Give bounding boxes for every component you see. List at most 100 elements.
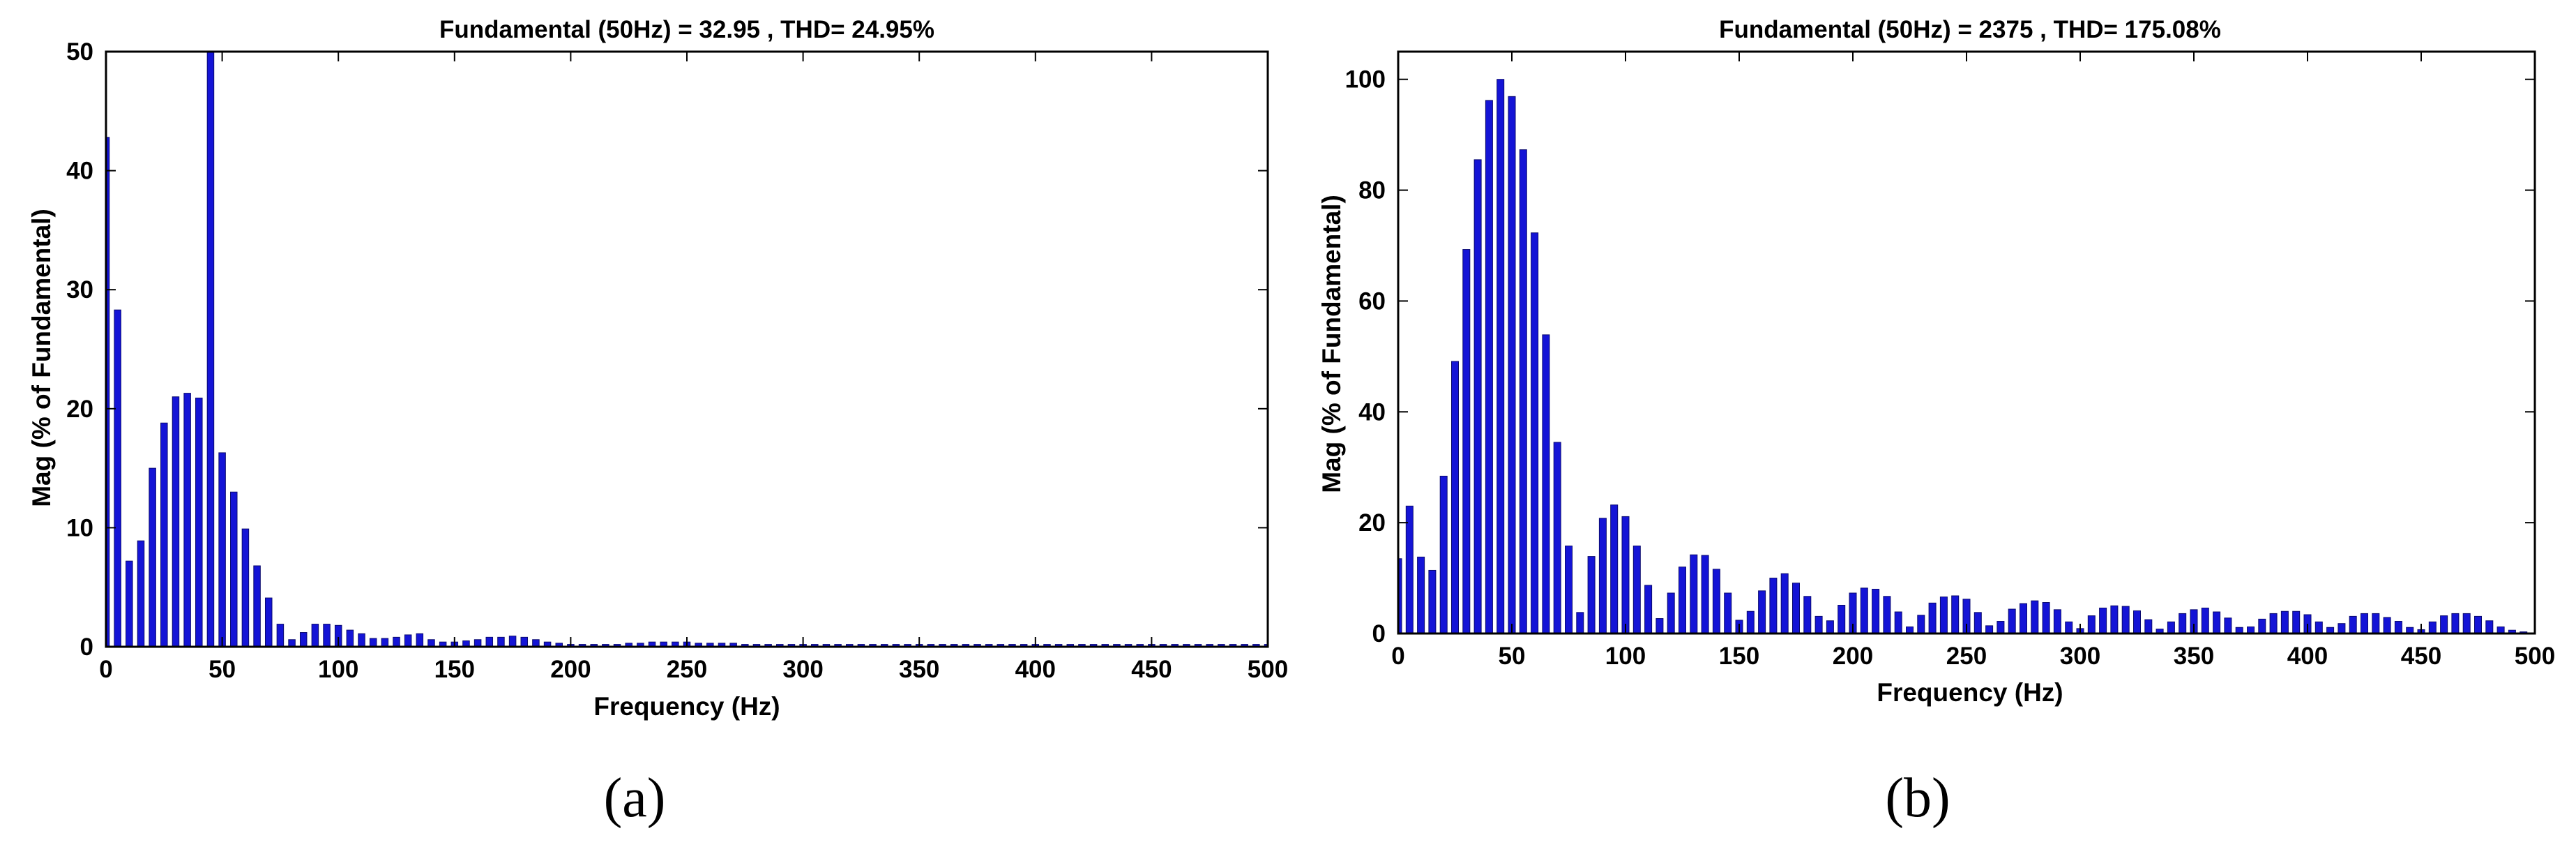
chart-b-bar xyxy=(1838,604,1846,634)
chart-b-xtick-label: 400 xyxy=(2287,643,2328,670)
chart-b-bar xyxy=(2179,613,2187,634)
chart-b-bar xyxy=(2020,603,2027,634)
chart-b-caption: (b) xyxy=(1885,767,1950,829)
chart-a-bar xyxy=(485,636,494,647)
chart-a-bar xyxy=(206,51,215,647)
chart-a-bar xyxy=(253,565,261,647)
chart-b-bar xyxy=(2258,618,2266,634)
chart-b-bar xyxy=(1656,618,1664,634)
chart-b-bar xyxy=(1826,620,1834,634)
chart-b-bar xyxy=(2065,621,2073,634)
chart-a-ylabel: Mag (% of Fundamental) xyxy=(27,209,56,507)
chart-b-bar xyxy=(1417,556,1425,634)
chart-b-bar xyxy=(2314,621,2323,634)
chart-a-bar xyxy=(311,624,319,647)
chart-a-axes-box xyxy=(105,50,1269,648)
chart-b-bar xyxy=(2008,608,2016,634)
chart-a-title: Fundamental (50Hz) = 32.95 , THD= 24.95% xyxy=(439,16,934,43)
chart-b-bar xyxy=(1621,516,1630,634)
chart-a-bar xyxy=(183,393,191,647)
chart-b-bars xyxy=(1397,79,2528,634)
chart-b-xtick-label: 100 xyxy=(1605,643,1646,670)
chart-a-bar xyxy=(404,634,412,647)
chart-b-bar xyxy=(1667,592,1675,634)
chart-a-bar xyxy=(218,452,226,647)
chart-a-bar xyxy=(126,560,133,647)
chart-b-bar xyxy=(1439,475,1448,634)
chart-b-bar xyxy=(2224,617,2232,634)
chart-b-title: Fundamental (50Hz) = 2375 , THD= 175.08% xyxy=(1719,16,2221,43)
chart-b-bar xyxy=(1531,232,1539,634)
chart-b-bar xyxy=(1939,597,1948,634)
chart-a-xtick-label: 200 xyxy=(550,656,591,683)
chart-b: Fundamental (50Hz) = 2375 , THD= 175.08%… xyxy=(1317,16,2555,829)
chart-b-bar xyxy=(1769,578,1778,634)
chart-b-bar xyxy=(2292,610,2301,634)
chart-a-xtick-label: 250 xyxy=(667,656,707,683)
chart-a-bar xyxy=(195,397,203,647)
chart-b-xticks: 0 50 100 150 200 250 300 350 400 450 500 xyxy=(1391,52,2555,670)
chart-a-ytick-label: 10 xyxy=(66,514,93,541)
chart-b-bar xyxy=(1451,361,1459,634)
chart-b-bar xyxy=(1519,149,1527,634)
chart-b-bar xyxy=(1883,596,1891,634)
chart-b-bar xyxy=(1894,611,1902,634)
chart-b-bar xyxy=(1576,612,1584,634)
chart-b-bar xyxy=(2031,600,2039,634)
chart-b-bar xyxy=(2121,606,2130,634)
chart-b-bar xyxy=(2087,615,2096,634)
chart-b-ytick-label: 80 xyxy=(1358,177,1386,204)
chart-b-bar xyxy=(1814,615,1823,634)
chart-b-axes-box xyxy=(1397,50,2536,635)
chart-b-bar xyxy=(2144,619,2153,634)
chart-a-bar xyxy=(427,639,435,647)
chart-a-bar xyxy=(416,633,424,647)
chart-b-ylabel: Mag (% of Fundamental) xyxy=(1317,195,1346,493)
chart-b-xtick-label: 250 xyxy=(1946,643,1987,670)
chart-b-bar xyxy=(2213,611,2221,634)
chart-b-bar xyxy=(1462,249,1471,634)
chart-b-bar xyxy=(2372,613,2380,634)
chart-b-bar xyxy=(2462,613,2471,634)
chart-b-bar xyxy=(2394,621,2402,634)
chart-a-bar xyxy=(346,629,354,647)
chart-b-xtick-label: 500 xyxy=(2515,643,2555,670)
chart-b-bar xyxy=(2451,613,2460,634)
chart-b-ytick-label: 0 xyxy=(1372,620,1386,647)
chart-b-bar xyxy=(1951,595,1960,634)
chart-a-xtick-label: 100 xyxy=(318,656,358,683)
chart-b-bar xyxy=(1598,518,1607,634)
chart-b-bar xyxy=(1803,596,1812,634)
chart-b-bar xyxy=(1701,555,1709,634)
chart-a-xticks: 0 50 100 150 200 250 300 350 400 450 500 xyxy=(99,52,1288,683)
chart-a-bar xyxy=(230,491,238,647)
chart-b-bar xyxy=(2349,615,2357,634)
chart-b-bar xyxy=(2099,607,2107,634)
chart-a-bar xyxy=(520,636,529,647)
chart-b-bar xyxy=(1542,334,1550,634)
chart-b-bar xyxy=(2428,621,2437,634)
chart-b-bar xyxy=(2133,610,2141,634)
chart-a-bar xyxy=(299,632,308,647)
chart-a-ytick-label: 30 xyxy=(66,276,93,303)
chart-a-bar xyxy=(288,639,296,647)
chart-a-bar xyxy=(160,422,168,647)
chart-a-xtick-label: 50 xyxy=(209,656,236,683)
chart-b-bar xyxy=(2167,621,2175,634)
chart-a-caption: (a) xyxy=(604,767,666,829)
chart-a-bar xyxy=(114,309,121,647)
chart-b-bar xyxy=(1780,573,1789,634)
chart-b-bar xyxy=(1712,569,1720,634)
chart-b-xtick-label: 0 xyxy=(1391,643,1404,670)
chart-b-bar xyxy=(1792,583,1800,634)
chart-b-bar xyxy=(1485,100,1493,634)
chart-b-bar xyxy=(1473,159,1482,634)
chart-a-bar xyxy=(323,624,331,647)
chart-a-bar xyxy=(137,540,145,647)
chart-b-bar xyxy=(1497,79,1505,634)
chart-a: Fundamental (50Hz) = 32.95 , THD= 24.95%… xyxy=(27,16,1288,829)
chart-a-ytick-label: 0 xyxy=(80,634,93,661)
chart-a-bar xyxy=(264,597,273,647)
chart-b-bar xyxy=(1508,96,1516,634)
chart-b-bar xyxy=(1758,590,1766,634)
